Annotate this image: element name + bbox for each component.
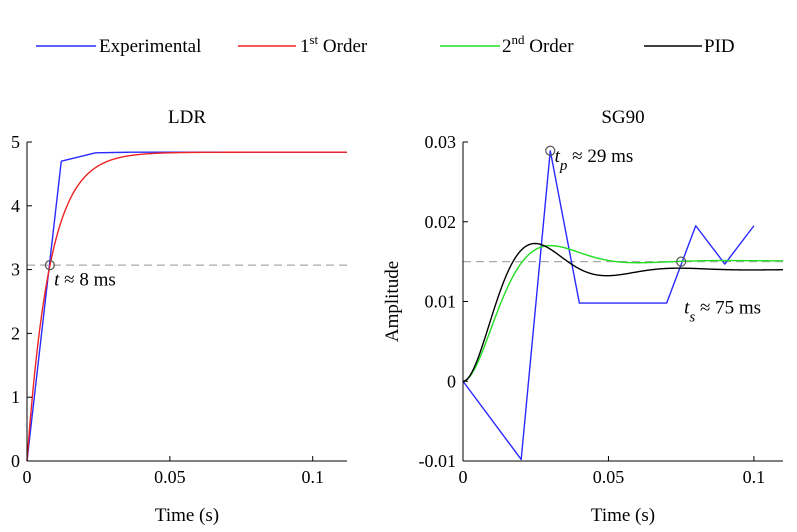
y-tick-label: -0.01	[419, 451, 457, 471]
y-tick-label: 0	[447, 371, 456, 391]
y-tick-label: 0.03	[425, 132, 457, 152]
chart-title-sg90: SG90	[601, 107, 644, 128]
x-tick-label: 0.05	[593, 467, 625, 487]
legend-entry-experimental: Experimental	[36, 36, 201, 57]
annotation-suffix: ≈ 8 ms	[59, 270, 115, 291]
x-tick-label: 0.05	[154, 467, 186, 487]
legend-label-first-order-sup: st	[310, 32, 319, 47]
legend-label-second-order-num: 2	[502, 36, 512, 57]
legend-label-experimental: Experimental	[99, 36, 201, 57]
legend-label-pid: PID	[704, 36, 735, 57]
marker-point	[44, 260, 55, 271]
legend-entry-pid: PID	[644, 36, 735, 57]
marker-point	[676, 256, 687, 267]
y-tick-label: 4	[11, 196, 20, 216]
annotation-text: t ≈ 8 ms	[54, 270, 116, 291]
y-tick-label: 0.02	[425, 212, 457, 232]
x-tick-label: 0.1	[301, 467, 324, 487]
series-line-1st-order	[26, 151, 347, 462]
legend-entry-second-order: 2nd Order	[440, 32, 574, 57]
annotation-text: tp ≈ 29 ms	[555, 146, 634, 174]
annotation-var: t	[684, 297, 690, 318]
y-tick-label: 5	[11, 132, 20, 152]
panel-ldr: LDR t ≈ 8 ms 0 0.05 0.1 0 1 2 3 4 5 Time (s)	[11, 107, 347, 526]
annotation-var: t	[54, 270, 60, 291]
annotation-suffix: ≈ 75 ms	[695, 297, 761, 318]
y-tick-label: 0.01	[425, 292, 457, 312]
y-tick-label: 1	[11, 387, 20, 407]
x-tick-label: 0	[23, 467, 32, 487]
y-tick-label: 3	[11, 260, 20, 280]
marker-point	[545, 145, 556, 156]
annotation-suffix: ≈ 29 ms	[567, 146, 633, 167]
y-tick-label: 2	[11, 323, 20, 343]
series-line-experimental	[26, 151, 347, 462]
y-axis-label: Amplitude	[382, 261, 403, 342]
legend-entry-first-order: 1st Order	[238, 32, 368, 57]
x-axis-label: Time (s)	[155, 505, 219, 526]
series-line-pid	[462, 242, 784, 382]
x-tick-label: 0	[459, 467, 468, 487]
legend-label-first-order-num: 1	[300, 36, 310, 57]
legend-label-second-order: 2nd Order	[502, 32, 574, 57]
y-tick-label: 0	[11, 451, 20, 471]
annotation-subscript: s	[689, 309, 695, 325]
chart-title-ldr: LDR	[168, 107, 206, 128]
annotation-var: t	[555, 146, 561, 167]
series-line-experimental	[462, 150, 755, 461]
annotation-subscript: p	[559, 158, 568, 174]
legend: Experimental 1st Order 2nd Order PID	[36, 32, 735, 57]
annotation-text: ts ≈ 75 ms	[684, 297, 761, 325]
legend-label-first-order-suffix: Order	[318, 36, 368, 57]
legend-label-second-order-sup: nd	[512, 32, 526, 47]
legend-label-second-order-suffix: Order	[525, 36, 575, 57]
x-axis-label: Time (s)	[591, 505, 655, 526]
x-tick-label: 0.1	[743, 467, 766, 487]
series-line-2nd-order	[462, 244, 783, 382]
legend-label-first-order: 1st Order	[300, 32, 368, 57]
